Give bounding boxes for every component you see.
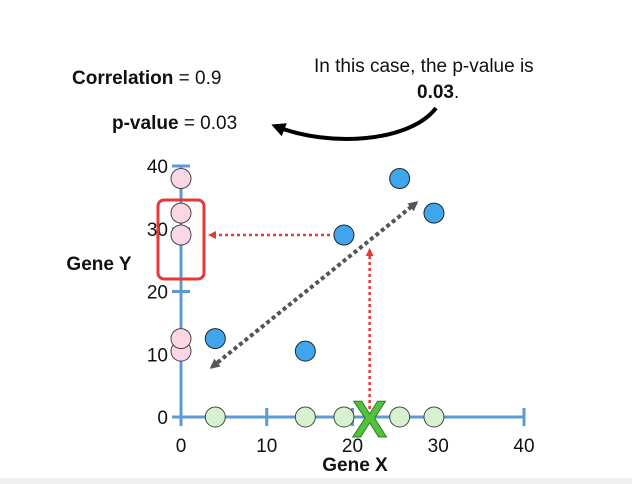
- x-projection-point: [423, 406, 445, 428]
- y-tick-label: 40: [147, 157, 168, 178]
- correlation-value: 0.9: [195, 68, 222, 89]
- bottom-strip: [0, 478, 632, 484]
- data-point: [423, 202, 445, 224]
- data-point: [333, 224, 355, 246]
- callout-line-1: In this case, the p-value is: [314, 56, 534, 77]
- correlation-equals: =: [178, 68, 190, 89]
- y-tick-label: 0: [157, 408, 168, 429]
- x-axis-title: Gene X: [322, 455, 388, 476]
- x-tick-label: 0: [176, 436, 187, 457]
- pvalue-line: p-value = 0.03: [112, 113, 237, 135]
- x-tick-label: 20: [342, 436, 363, 457]
- correlation-label: Correlation: [72, 68, 174, 89]
- y-axis-title: Gene Y: [66, 254, 131, 275]
- trend-arrow: [209, 201, 419, 369]
- callout-period: .: [453, 82, 460, 103]
- x-projection-point: [333, 406, 355, 428]
- data-point: [389, 168, 411, 190]
- highlight-box: [156, 198, 206, 281]
- y-projection-point: [170, 224, 192, 246]
- correlation-line: Correlation = 0.9: [72, 68, 221, 90]
- callout-line-2: 0.03.: [417, 82, 459, 104]
- x-projection-point: [204, 406, 226, 428]
- x-tick-label: 30: [428, 436, 449, 457]
- x-tick-label: 40: [513, 436, 534, 457]
- y-projection-point: [170, 328, 192, 350]
- x-projection-point: [389, 406, 411, 428]
- callout-arrow: [271, 106, 438, 141]
- pvalue-value: = 0.03: [183, 113, 238, 134]
- x-projection-point: [294, 406, 316, 428]
- y-tick-label: 10: [147, 345, 168, 366]
- y-projection-point: [170, 202, 192, 224]
- x-tick-label: 10: [256, 436, 277, 457]
- data-point: [294, 340, 316, 362]
- x-marker: X: [352, 391, 387, 449]
- y-tick-label: 20: [147, 283, 168, 304]
- y-projection-point: [170, 168, 192, 190]
- pvalue-label: p-value: [112, 113, 179, 134]
- data-point: [204, 328, 226, 350]
- callout-pvalue: 0.03: [417, 82, 454, 103]
